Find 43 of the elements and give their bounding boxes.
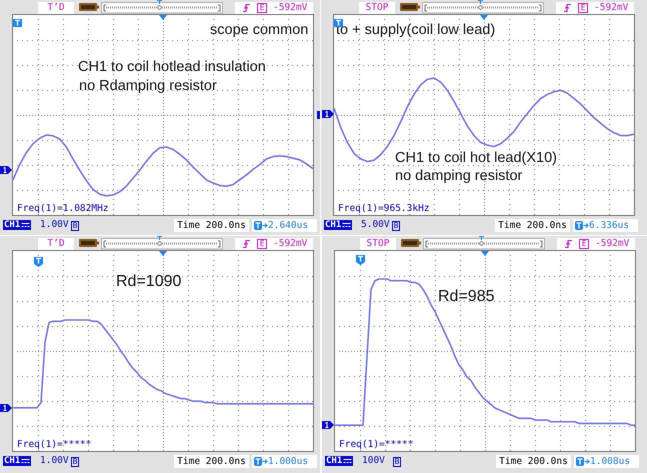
text: 6.336us	[589, 219, 630, 232]
text: 1.00V	[40, 219, 69, 231]
text: CH1 to coil hotlead insulation	[78, 59, 266, 76]
text: E	[578, 3, 588, 13]
text: E	[579, 239, 589, 249]
text: B	[71, 221, 79, 231]
text: Time 200.0ns	[496, 455, 571, 468]
annotation: Freq(1)=*****	[339, 439, 414, 451]
text: E	[257, 3, 267, 13]
annotation: no damping resistor	[395, 168, 522, 185]
text: T’D	[38, 238, 74, 250]
text: Time 200.0ns	[495, 219, 570, 232]
text: 1.000us	[268, 455, 308, 468]
annotation: Freq(1)=1.082MHz	[17, 203, 109, 215]
text: 2.640us	[268, 219, 308, 232]
annotation: Freq(1)=965.3kHz	[338, 203, 430, 215]
text: -592mV	[273, 238, 308, 250]
text: Time 200.0ns	[174, 455, 249, 468]
text: STOP	[360, 238, 396, 250]
text: -592mV	[594, 2, 628, 14]
annotation: Rd=985	[438, 287, 494, 306]
text: E	[257, 239, 267, 249]
text: CH1	[325, 456, 344, 466]
text: -592mV	[595, 238, 630, 250]
text: 1.008us	[590, 455, 630, 468]
text: CH1	[324, 220, 342, 230]
text: no Rdamping resistor	[79, 78, 217, 95]
text: Time 200.0ns	[174, 219, 249, 232]
text: STOP	[359, 2, 395, 14]
text: B	[71, 457, 79, 467]
annotation: Freq(1)=*****	[17, 439, 92, 451]
text: -592mV	[273, 2, 308, 14]
text: T’D	[38, 2, 74, 14]
annotation: CH1 to coil hot lead(X10)	[395, 150, 557, 167]
text: CH1	[3, 456, 22, 466]
text: B	[392, 221, 400, 231]
text: B	[393, 457, 401, 467]
text: 100V	[362, 455, 385, 467]
text: 1.00V	[40, 455, 69, 467]
text: Rd=1090	[116, 272, 182, 291]
text: 5.00V	[361, 219, 390, 231]
text: CH1	[3, 220, 22, 230]
text: scope common	[210, 22, 308, 39]
